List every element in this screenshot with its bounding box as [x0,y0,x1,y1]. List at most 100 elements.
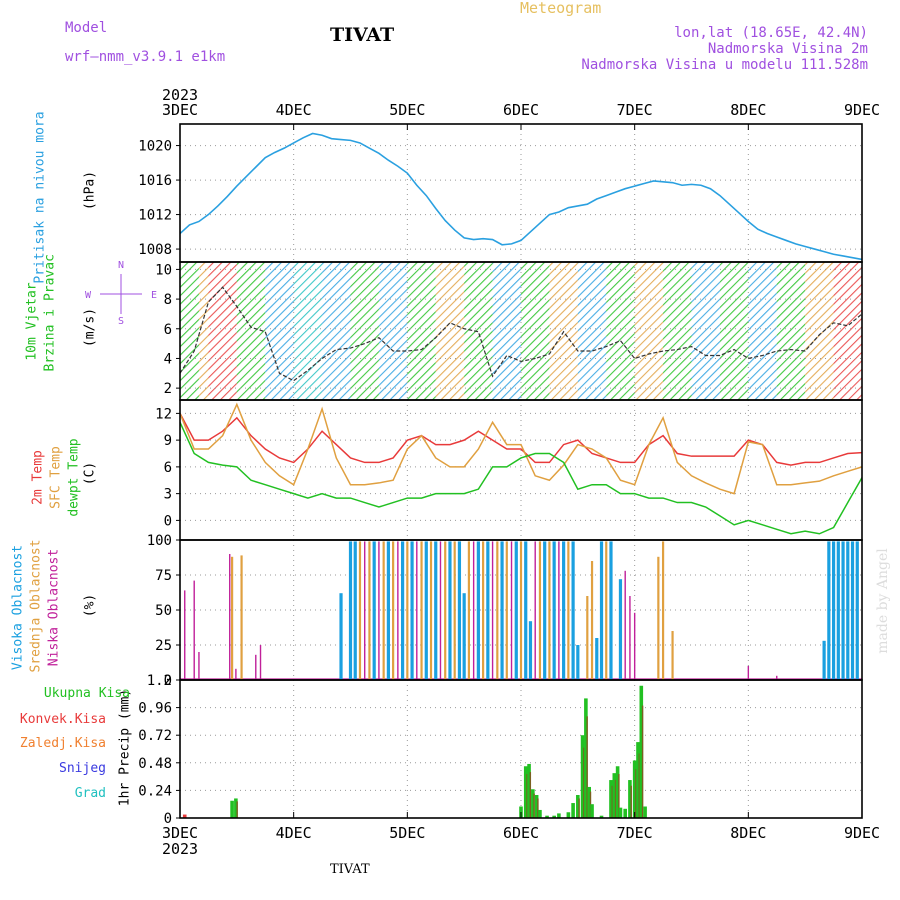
cloud-bar-mid [382,541,385,680]
wind-barb-band [435,262,465,400]
legend-hail: Grad [74,786,106,801]
wind-barb-band [521,262,550,400]
precip-bar [531,789,535,818]
cloud-bar-high [448,541,452,680]
y-tick-temperature: 3 [164,487,172,503]
cloud-bar-high [846,541,850,680]
model-label: Model [65,20,108,36]
cloud-bar-mid [586,596,589,680]
cloud-bar-mid [467,541,471,680]
precip-conv-overlay [537,798,539,818]
y-tick-clouds: 75 [155,568,172,584]
time-tick-bottom: 6DEC [503,824,539,842]
cloud-bar-high [609,541,613,680]
cloud-bar-high [552,541,556,680]
y-tick-temperature: 12 [155,406,172,422]
cloud-bar-mid [538,541,542,680]
y-tick-temperature: 6 [164,460,172,476]
time-tick-bottom: 8DEC [730,824,766,842]
y-tick-clouds: 25 [155,638,172,654]
cloud-bar-mid [453,541,456,680]
cloud-bar-mid [657,556,660,680]
precip-conv-overlay [526,774,528,818]
wind-barb-band [805,262,834,400]
temp-dew-line [179,421,863,535]
y-tick-temperature: 0 [164,513,172,529]
time-tick-bottom: 3DEC [162,824,198,842]
cloud-bar-high [836,541,840,680]
cloud-bar-low [472,541,475,680]
precip-bar [609,780,613,818]
cloud-bar-high [831,541,836,680]
y-tick-pressure: 1020 [138,139,172,155]
cloud-bar-low [255,654,257,680]
cloud-bar-high [434,541,438,680]
cloud-bar-high [618,579,623,680]
time-tick-top: 6DEC [503,101,539,119]
wind-barb-band [634,262,664,400]
cloud-bar-high [353,541,357,680]
cloud-bar-mid [590,561,594,680]
cloud-bar-high [424,541,428,680]
cloud-bar-high [599,541,604,680]
cloud-bar-high [348,541,353,680]
meteogram-title: Meteogram [520,0,602,17]
y-tick-precip: 0.72 [138,728,172,744]
precip-bar [632,760,637,818]
cloud-bar-high [410,541,414,680]
cloud-bar-low [510,541,513,680]
precip-bar [612,773,617,818]
precip-bar [571,803,575,818]
precip-bar [566,812,571,818]
wind-barb-band [492,262,521,400]
y-tick-wind: 2 [164,381,172,397]
time-tick-top: 3DEC [162,101,198,119]
wind-barb-band [236,262,266,400]
cloud-bar-low [633,612,636,680]
cloud-bar-low [259,645,262,680]
cloud-bar-high [372,541,376,680]
cloud-bar-mid [444,541,447,680]
wind-barb-band [180,262,199,400]
cloud-bar-high [400,541,405,680]
wind-barb-band [748,262,777,400]
cloud-bar-high [528,621,533,680]
precip-bar [580,735,585,818]
cloud-bar-low [491,541,494,680]
precip-bar [557,813,561,818]
wind-barb-band [691,262,720,400]
precip-conv-overlay [583,747,585,818]
cloud-bar-mid [392,541,395,680]
cloud-bar-high [457,541,462,680]
cloud-bar-high [827,541,831,680]
cloud-bar-mid [406,541,409,680]
cloud-bar-mid [605,541,608,680]
y-tick-precip: 1.2 [147,673,172,689]
time-tick-top: 5DEC [389,101,425,119]
precip-bar [628,780,632,818]
cloud-bar-mid [482,541,485,680]
y-tick-clouds: 0 [164,673,172,689]
cloud-bar-mid [496,541,499,680]
year-top: 2023 [162,86,198,104]
compass-w: W [85,290,92,301]
y-tick-wind: 10 [155,262,172,278]
cloud-bar-low [193,580,195,680]
precip-conv-overlay [641,705,644,818]
cloud-bar-low [184,590,186,680]
time-tick-top: 7DEC [617,101,653,119]
footer-station: TIVAT [330,862,370,877]
cloud-bar-high [841,541,845,680]
legend-snow: Snijeg [59,761,106,776]
y-tick-precip: 0.24 [138,783,172,799]
y-tick-wind: 4 [164,351,172,367]
wind-barb-band [776,262,806,400]
cloud-bar-high [476,541,480,680]
wind-barb-band [198,262,209,400]
wind-barb-band [350,262,379,400]
legend-total-rain: Ukupna Kisa [43,686,130,701]
cloud-bar-high [543,541,547,680]
cloud-bar-mid [230,556,234,680]
y-tick-clouds: 50 [155,603,172,619]
